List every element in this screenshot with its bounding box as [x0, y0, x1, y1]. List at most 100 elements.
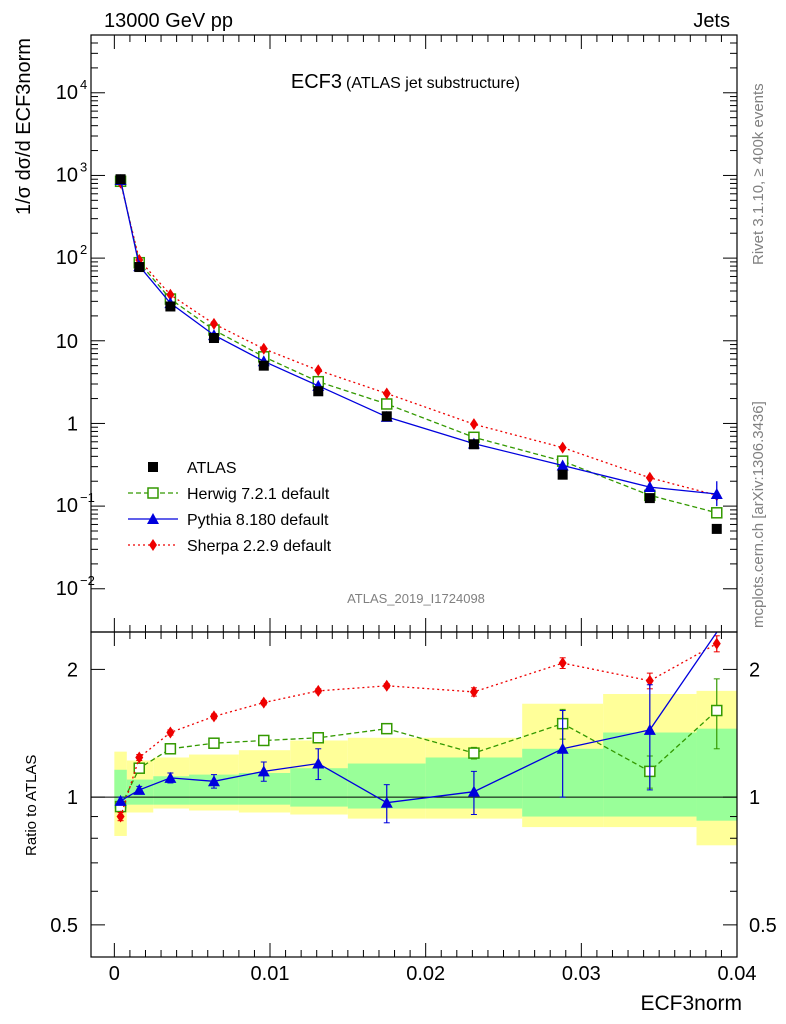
main-point-atlas [208, 333, 219, 344]
ratio-series-layer [114, 631, 723, 824]
side-text-bottom: mcplots.cern.ch [arXiv:1306.3436] [750, 401, 767, 628]
legend-label-herwig: Herwig 7.2.1 default [187, 486, 330, 503]
ratio-y-tick-label-left: 2 [67, 659, 78, 681]
main-point-atlas [165, 301, 176, 312]
ratio-point-herwig [381, 722, 393, 735]
main-series-layer [114, 174, 723, 534]
ratio-point-sherpa [382, 679, 391, 692]
y-tick-label: 10 [56, 164, 78, 186]
main-point-herwig [711, 507, 723, 519]
ratio-axis-ticks: 0.5 0.5 1 1 2 2 0 0.01 0.02 0.03 0.04 [50, 632, 777, 985]
main-point-atlas [258, 360, 269, 371]
legend-marker-sherpa [149, 539, 157, 551]
ratio-point-pythia [133, 783, 146, 795]
main-point-atlas [313, 386, 324, 397]
main-point-sherpa [166, 288, 175, 301]
y-axis-label-top: 1/σ dσ/d ECF3norm [13, 38, 35, 215]
header-right: Jets [693, 10, 730, 32]
ratio-point-herwig [711, 704, 723, 717]
main-point-sherpa [209, 317, 218, 330]
ratio-y-tick-label-right: 1 [749, 787, 760, 809]
y-tick-label: 1 [67, 413, 78, 435]
header-left: 13000 GeV pp [104, 10, 233, 32]
legend-marker-pythia [147, 513, 159, 524]
y-tick-label: 10 [56, 578, 78, 600]
ratio-point-pythia [114, 794, 127, 806]
y-tick-label-exponent: −1 [80, 490, 95, 505]
ratio-panel: 0.5 0.5 1 1 2 2 0 0.01 0.02 0.03 0.04 [50, 631, 777, 985]
main-point-sherpa [382, 387, 391, 400]
ratio-point-herwig [164, 743, 177, 755]
plot-title-sub: (ATLAS jet substructure) [346, 75, 520, 92]
main-point-atlas [711, 523, 722, 534]
x-tick-label: 0 [109, 963, 120, 985]
plot-title-main: ECF3 [291, 71, 342, 93]
y-tick-label: 10 [56, 495, 78, 517]
main-point-atlas [644, 493, 655, 504]
side-text-top: Rivet 3.1.10, ≥ 400k events [750, 83, 767, 265]
ratio-point-sherpa [116, 810, 125, 823]
ratio-point-pythia [556, 742, 569, 754]
y-axis-label-bottom: Ratio to ATLAS [23, 755, 40, 856]
legend-label-sherpa: Sherpa 2.2.9 default [187, 538, 332, 555]
ratio-point-sherpa [314, 684, 323, 697]
y-tick-label: 10 [56, 331, 78, 353]
main-point-sherpa [469, 418, 478, 431]
band-inner-bin [290, 768, 348, 807]
ratio-point-herwig [208, 737, 220, 749]
legend: ATLAS Herwig 7.2.1 default Pythia 8.180 de… [128, 460, 332, 555]
y-tick-label-exponent: 2 [80, 242, 87, 257]
x-tick-label: 0.02 [406, 963, 445, 985]
ratio-point-pythia [207, 775, 220, 787]
ratio-point-sherpa [135, 751, 144, 764]
x-axis-label: ECF3norm [640, 992, 742, 1015]
main-point-herwig [381, 398, 393, 410]
legend-marker-herwig [147, 487, 159, 499]
legend-label-pythia: Pythia 8.180 default [187, 512, 329, 529]
ratio-point-pythia [380, 796, 393, 808]
main-line-herwig [119, 181, 717, 514]
y-tick-label-exponent: 3 [80, 159, 87, 174]
main-point-atlas [557, 469, 568, 480]
main-point-sherpa [645, 471, 654, 484]
ratio-point-sherpa [558, 657, 567, 670]
y-tick-label: 10 [56, 247, 78, 269]
ratio-point-sherpa [259, 696, 268, 709]
y-tick-label-exponent: −2 [80, 573, 95, 588]
ratio-point-pythia [164, 771, 177, 783]
x-tick-label: 0.03 [562, 963, 601, 985]
ratio-point-herwig [468, 747, 480, 759]
ratio-y-tick-label-left: 0.5 [50, 915, 78, 937]
y-tick-label: 10 [56, 82, 78, 104]
legend-label-atlas: ATLAS [187, 460, 237, 477]
ratio-point-sherpa [712, 637, 721, 650]
ratio-point-sherpa [209, 710, 218, 723]
x-tick-label: 0.04 [718, 963, 757, 985]
uncertainty-bands [114, 690, 737, 846]
ratio-point-herwig [258, 734, 270, 747]
ratio-point-herwig [312, 732, 325, 744]
main-point-sherpa [558, 441, 567, 454]
ratio-y-tick-label-left: 1 [67, 787, 78, 809]
x-tick-label: 0.01 [251, 963, 290, 985]
ratio-point-pythia [643, 723, 656, 735]
main-line-sherpa [119, 182, 717, 496]
ratio-point-sherpa [469, 685, 478, 698]
ratio-y-tick-label-right: 0.5 [749, 915, 777, 937]
legend-marker-atlas [148, 462, 158, 472]
main-point-sherpa [259, 342, 268, 355]
ratio-point-pythia [257, 765, 270, 777]
main-point-sherpa [314, 364, 323, 377]
y-tick-label-exponent: 4 [80, 77, 87, 92]
band-inner-bin [238, 772, 291, 805]
analysis-id: ATLAS_2019_I1724098 [347, 591, 485, 606]
ratio-frame [90, 631, 738, 958]
main-point-atlas [381, 411, 392, 422]
main-point-pythia [643, 481, 656, 493]
ratio-point-pythia [312, 757, 325, 769]
ratio-point-pythia [467, 785, 480, 797]
main-point-pythia [556, 459, 569, 471]
main-point-atlas [115, 174, 126, 185]
